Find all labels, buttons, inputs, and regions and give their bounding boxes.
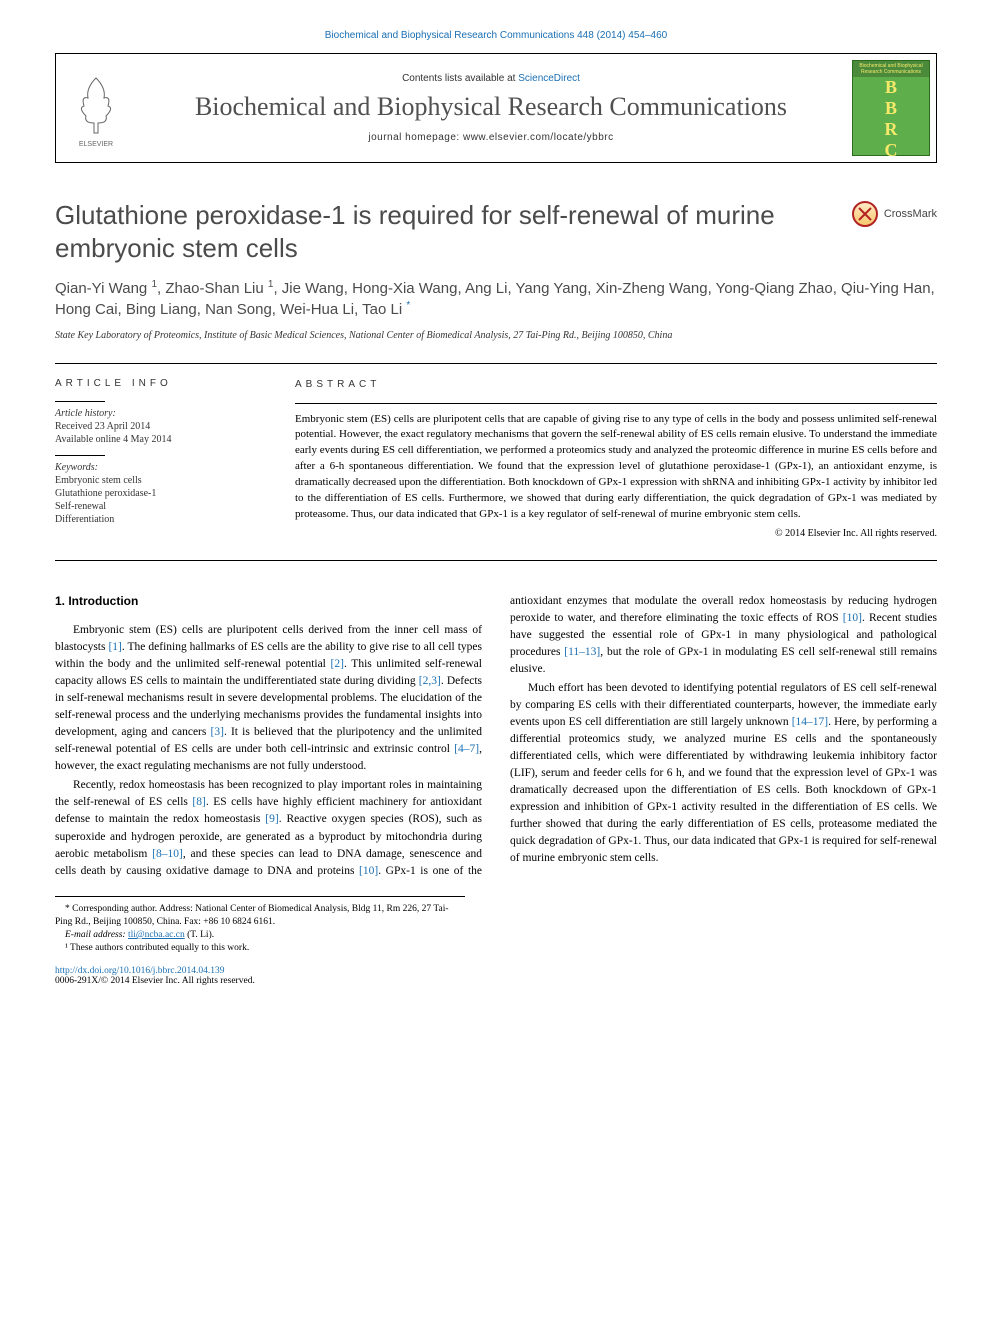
- author-email-link[interactable]: tli@ncba.ac.cn: [128, 930, 185, 940]
- authors-list: Qian-Yi Wang 1, Zhao-Shan Liu 1, Jie Wan…: [55, 280, 935, 318]
- abstract-heading: ABSTRACT: [295, 378, 937, 393]
- equal-contribution-note: ¹ These authors contributed equally to t…: [55, 942, 465, 955]
- journal-cover-logo: Biochemical and Biophysical Research Com…: [846, 54, 936, 162]
- body-columns: 1. Introduction Embryonic stem (ES) cell…: [55, 593, 937, 880]
- abstract-copyright: © 2014 Elsevier Inc. All rights reserved…: [295, 527, 937, 542]
- body-paragraph: Much effort has been devoted to identify…: [510, 680, 937, 867]
- page: Biochemical and Biophysical Research Com…: [0, 0, 992, 1026]
- footnotes: * Corresponding author. Address: Nationa…: [55, 896, 465, 956]
- top-citation[interactable]: Biochemical and Biophysical Research Com…: [55, 30, 937, 41]
- article-info-heading: ARTICLE INFO: [55, 378, 265, 389]
- abstract-divider: [295, 403, 937, 404]
- citation-ref[interactable]: [8]: [192, 796, 205, 808]
- jlogo-letter: R: [885, 119, 898, 140]
- citation-ref[interactable]: [3]: [211, 726, 224, 738]
- keyword: Embryonic stem cells: [55, 475, 265, 486]
- crossmark-icon: [852, 201, 878, 227]
- elsevier-tree-icon: ELSEVIER: [66, 68, 126, 148]
- citation-ref[interactable]: [9]: [265, 813, 278, 825]
- citation-ref[interactable]: [10]: [843, 612, 862, 624]
- title-row: Glutathione peroxidase-1 is required for…: [55, 163, 937, 278]
- text-run: . Reactive oxygen species: [279, 813, 409, 825]
- citation-ref[interactable]: [8–10]: [152, 848, 183, 860]
- jlogo-letter: C: [885, 140, 898, 161]
- keywords-label: Keywords:: [55, 462, 265, 473]
- doi-link[interactable]: http://dx.doi.org/10.1016/j.bbrc.2014.04…: [55, 966, 225, 976]
- history-label: Article history:: [55, 408, 265, 419]
- abstract-text: Embryonic stem (ES) cells are pluripoten…: [295, 412, 937, 524]
- citation-ref[interactable]: [1]: [108, 641, 121, 653]
- journal-cover-letters: B B R C: [853, 77, 929, 161]
- affiliation: State Key Laboratory of Proteomics, Inst…: [55, 330, 937, 341]
- journal-title: Biochemical and Biophysical Research Com…: [195, 92, 787, 122]
- header-center: Contents lists available at ScienceDirec…: [136, 54, 846, 162]
- info-abstract-row: ARTICLE INFO Article history: Received 2…: [55, 364, 937, 560]
- crossmark-label: CrossMark: [884, 208, 937, 220]
- abstract: ABSTRACT Embryonic stem (ES) cells are p…: [295, 378, 937, 542]
- authors: Qian-Yi Wang 1, Zhao-Shan Liu 1, Jie Wan…: [55, 278, 937, 320]
- divider-bottom: [55, 560, 937, 561]
- citation-ref[interactable]: [4–7]: [454, 743, 479, 755]
- doi-block: http://dx.doi.org/10.1016/j.bbrc.2014.04…: [55, 966, 937, 986]
- citation-ref[interactable]: [2]: [331, 658, 344, 670]
- jlogo-letter: B: [885, 98, 897, 119]
- homepage-pre: journal homepage:: [368, 132, 463, 143]
- corresponding-author-note: * Corresponding author. Address: Nationa…: [55, 903, 465, 930]
- article-info: ARTICLE INFO Article history: Received 2…: [55, 378, 265, 542]
- text-run: . Here, by performing a differential pro…: [510, 716, 937, 864]
- email-line: E-mail address: tli@ncba.ac.cn (T. Li).: [55, 929, 465, 942]
- corresponding-mark: *: [406, 300, 410, 311]
- received-date: Received 23 April 2014: [55, 421, 265, 432]
- info-divider: [55, 401, 105, 402]
- body-paragraph: Embryonic stem (ES) cells are pluripoten…: [55, 622, 482, 775]
- issn-copyright: 0006-291X/© 2014 Elsevier Inc. All right…: [55, 976, 255, 986]
- publisher-name: ELSEVIER: [79, 141, 113, 148]
- keyword: Self-renewal: [55, 501, 265, 512]
- journal-cover-box: Biochemical and Biophysical Research Com…: [852, 60, 930, 156]
- journal-homepage: journal homepage: www.elsevier.com/locat…: [368, 132, 613, 143]
- contents-line: Contents lists available at ScienceDirec…: [402, 73, 580, 84]
- publisher-logo: ELSEVIER: [56, 54, 136, 162]
- homepage-url[interactable]: www.elsevier.com/locate/ybbrc: [463, 132, 614, 143]
- jlogo-letter: B: [885, 77, 897, 98]
- email-label: E-mail address:: [65, 930, 128, 940]
- keyword: Glutathione peroxidase-1: [55, 488, 265, 499]
- contents-pre: Contents lists available at: [402, 73, 518, 84]
- citation-ref[interactable]: [14–17]: [792, 716, 828, 728]
- journal-cover-title: Biochemical and Biophysical Research Com…: [853, 61, 929, 77]
- article-title: Glutathione peroxidase-1 is required for…: [55, 199, 852, 264]
- email-suffix: (T. Li).: [185, 930, 214, 940]
- crossmark-badge[interactable]: CrossMark: [852, 201, 937, 227]
- section-heading: 1. Introduction: [55, 593, 482, 611]
- journal-header: ELSEVIER Contents lists available at Sci…: [55, 53, 937, 163]
- citation-ref[interactable]: [11–13]: [564, 646, 600, 658]
- online-date: Available online 4 May 2014: [55, 434, 265, 445]
- citation-ref[interactable]: [10]: [359, 865, 378, 877]
- keyword: Differentiation: [55, 514, 265, 525]
- info-divider: [55, 455, 105, 456]
- sciencedirect-link[interactable]: ScienceDirect: [518, 73, 580, 84]
- citation-ref[interactable]: [2,3]: [419, 675, 441, 687]
